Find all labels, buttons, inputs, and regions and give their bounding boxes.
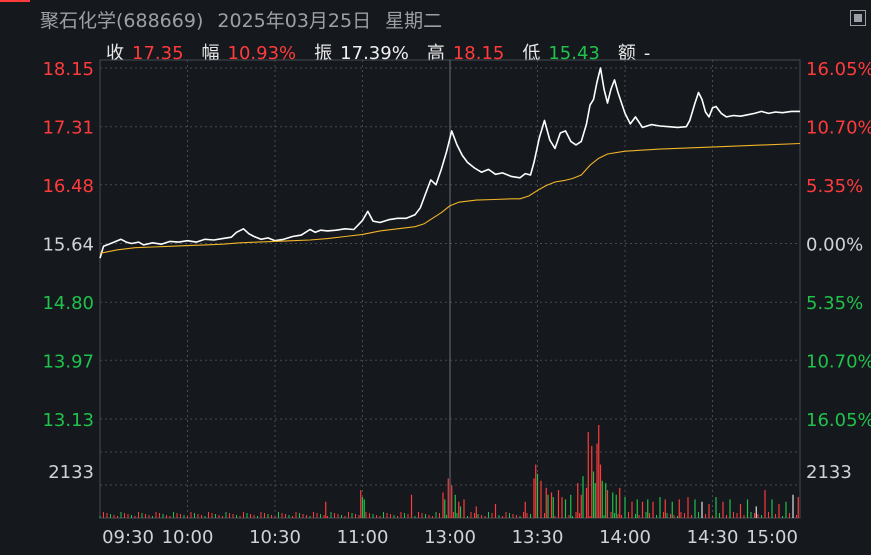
trade-date: 2025年03月25日 xyxy=(217,10,372,32)
corner-accent xyxy=(0,0,30,2)
stat-label: 低 xyxy=(522,43,541,64)
pct-tick-label: 10.70% xyxy=(806,351,871,372)
time-tick-label: 13:00 xyxy=(424,527,476,548)
time-tick-label: 09:30 xyxy=(102,527,154,548)
stat-value: 10.93% xyxy=(227,43,297,64)
volume-tick-label: 2133 xyxy=(806,462,852,483)
price-tick-label: 18.15 xyxy=(42,59,94,80)
time-tick-label: 10:30 xyxy=(249,527,301,548)
stat-label: 高 xyxy=(426,43,445,64)
time-tick-label: 14:00 xyxy=(599,527,651,548)
pct-tick-label: 5.35% xyxy=(806,293,863,314)
trade-weekday: 星期二 xyxy=(385,10,443,32)
price-tick-label: 13.97 xyxy=(42,351,94,372)
price-tick-label: 14.80 xyxy=(42,293,94,314)
time-tick-label: 15:00 xyxy=(746,527,798,548)
pct-tick-label: 16.05% xyxy=(806,59,871,80)
pct-tick-label: 10.70% xyxy=(806,118,871,139)
average-line xyxy=(99,142,801,254)
volume-tick-label: 2133 xyxy=(48,462,94,483)
stat-value: 17.39% xyxy=(340,43,409,64)
stat-value: - xyxy=(643,43,651,64)
stat-value: 15.43 xyxy=(548,43,600,64)
stat-label: 振 xyxy=(314,43,333,64)
price-tick-label: 15.64 xyxy=(42,235,94,256)
stat-value: 18.15 xyxy=(452,43,505,64)
chart-title: 聚石化学(688669) 2025年03月25日 星期二 xyxy=(40,6,450,33)
stock-name: 聚石化学(688669) xyxy=(40,10,204,32)
price-line xyxy=(99,67,800,259)
maximize-button[interactable] xyxy=(850,10,866,26)
stat-label: 收 xyxy=(106,43,124,64)
stat-value: 17.35 xyxy=(132,43,184,64)
stat-label: 幅 xyxy=(201,43,220,64)
price-tick-label: 13.13 xyxy=(42,410,94,431)
stat-label: 额 xyxy=(617,43,636,64)
plot-border xyxy=(99,59,801,519)
pct-tick-label: 16.05% xyxy=(806,410,871,431)
pct-tick-label: 0.00% xyxy=(806,235,863,256)
price-tick-label: 17.31 xyxy=(42,118,94,139)
time-tick-label: 13:30 xyxy=(512,527,564,548)
stats-bar: 收 17.35 幅 10.93% 振 17.39% 高 18.15 低 15.43 额 - xyxy=(106,39,668,65)
time-tick-label: 10:00 xyxy=(162,527,214,548)
pct-tick-label: 5.35% xyxy=(806,176,863,197)
price-tick-label: 16.48 xyxy=(42,176,94,197)
time-tick-label: 14:30 xyxy=(687,527,739,548)
time-tick-label: 11:00 xyxy=(337,527,389,548)
